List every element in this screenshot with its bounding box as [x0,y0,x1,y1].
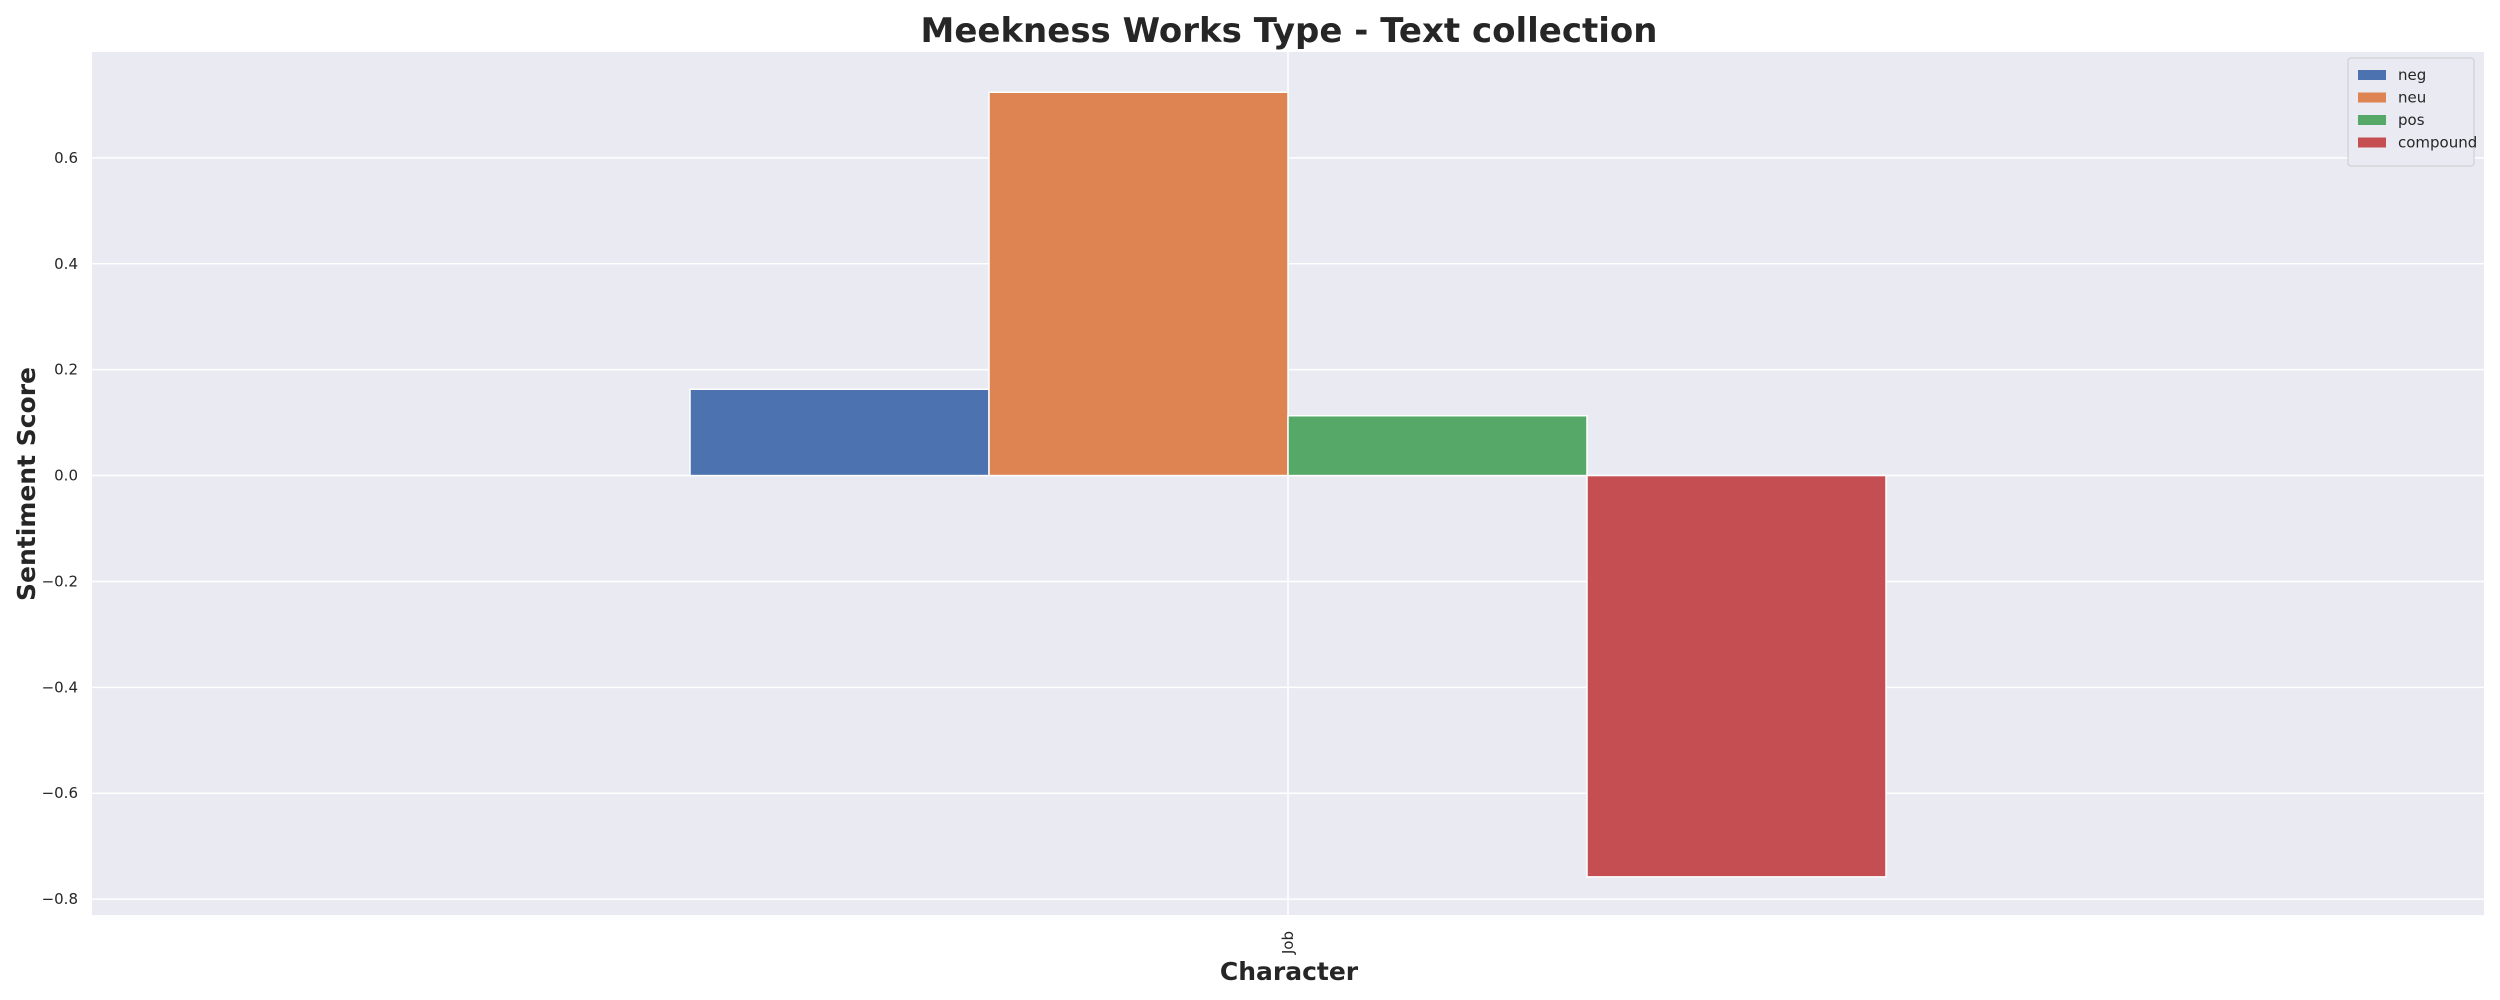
legend-label: neu [2398,89,2426,107]
legend-swatch-neg [2358,70,2386,80]
y-tick-labels: −0.8 −0.6 −0.4 −0.2 0.0 0.2 0.4 0.6 [42,149,78,908]
bar-neg [689,388,990,477]
x-tick-labels: Job [1279,931,1297,955]
legend-label: pos [2398,111,2425,129]
x-tick-label: Job [1279,931,1297,955]
y-tick-label: 0.2 [54,361,78,379]
x-axis-label: Character [1220,957,1359,986]
legend-label: compound [2398,134,2477,152]
y-tick-label: −0.4 [42,678,78,696]
y-tick-label: 0.4 [54,255,78,273]
bar-compound [1586,474,1887,878]
legend-label: neg [2398,66,2426,84]
y-tick-label: −0.6 [42,784,78,802]
bar-pos [1287,414,1588,477]
chart-title: Meekness Works Type - Text collection [920,11,1657,51]
bars [689,91,1887,878]
y-tick-label: 0.0 [54,467,78,485]
legend-swatch-compound [2358,137,2386,148]
y-tick-label: −0.2 [42,572,78,590]
legend: neg neu pos compound [2347,57,2477,167]
y-tick-label: 0.6 [54,149,78,167]
y-tick-label: −0.8 [42,890,78,908]
bar-neu [988,91,1289,477]
legend-swatch-pos [2358,115,2386,125]
legend-swatch-neu [2358,92,2386,103]
y-axis-label: Sentiment Score [12,367,41,601]
